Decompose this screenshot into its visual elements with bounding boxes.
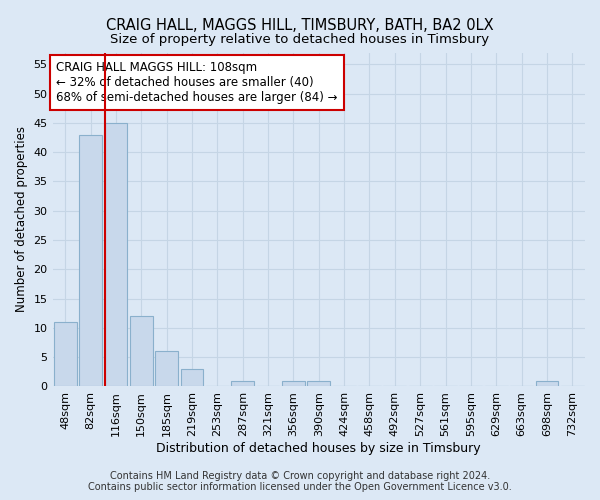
Bar: [307, 380, 330, 386]
Y-axis label: Number of detached properties: Number of detached properties: [15, 126, 28, 312]
Bar: [79, 134, 102, 386]
Text: Size of property relative to detached houses in Timsbury: Size of property relative to detached ho…: [110, 32, 490, 46]
Text: CRAIG HALL MAGGS HILL: 108sqm
← 32% of detached houses are smaller (40)
68% of s: CRAIG HALL MAGGS HILL: 108sqm ← 32% of d…: [56, 62, 338, 104]
X-axis label: Distribution of detached houses by size in Timsbury: Distribution of detached houses by size …: [157, 442, 481, 455]
Bar: [54, 322, 77, 386]
Bar: [104, 123, 127, 386]
Bar: [155, 352, 178, 386]
Text: Contains HM Land Registry data © Crown copyright and database right 2024.
Contai: Contains HM Land Registry data © Crown c…: [88, 471, 512, 492]
Bar: [130, 316, 152, 386]
Bar: [231, 380, 254, 386]
Bar: [181, 369, 203, 386]
Bar: [536, 380, 559, 386]
Bar: [282, 380, 305, 386]
Text: CRAIG HALL, MAGGS HILL, TIMSBURY, BATH, BA2 0LX: CRAIG HALL, MAGGS HILL, TIMSBURY, BATH, …: [106, 18, 494, 32]
